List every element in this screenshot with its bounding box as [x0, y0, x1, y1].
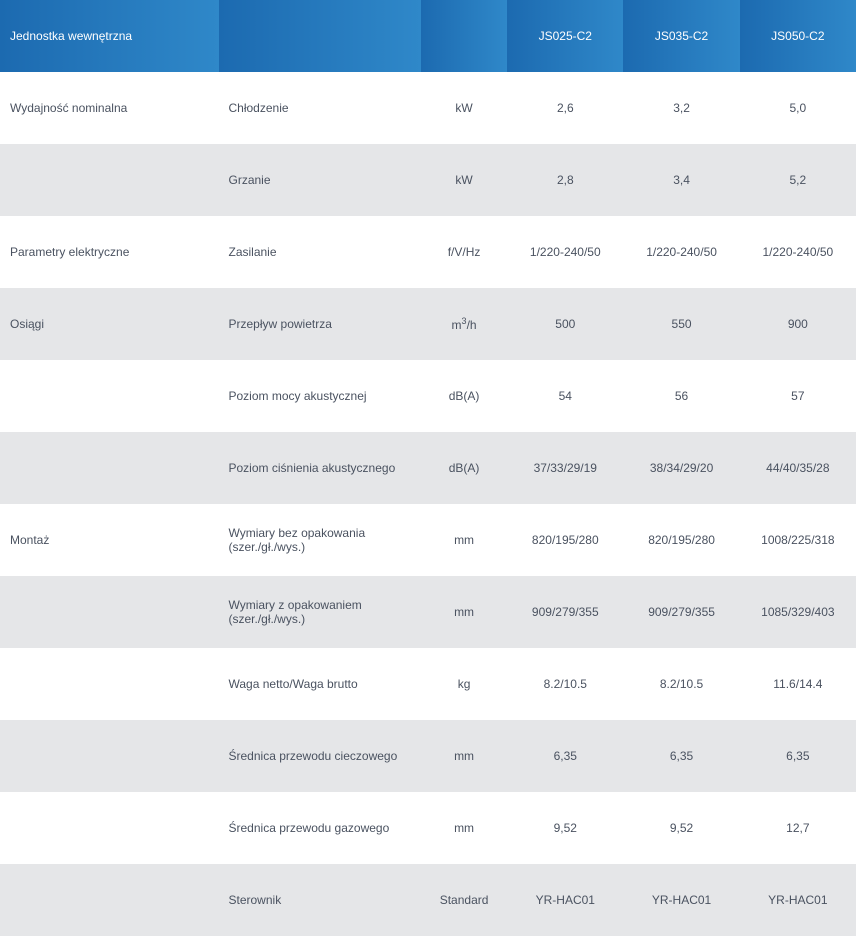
table-row: MontażWymiary bez opakowania (szer./gł./… — [0, 504, 856, 576]
value-cell: 57 — [740, 360, 856, 432]
value-cell: 1/220-240/50 — [507, 216, 623, 288]
table-header-row: Jednostka wewnętrzna JS025-C2 JS035-C2 J… — [0, 0, 856, 72]
value-cell: 1/220-240/50 — [623, 216, 739, 288]
param-cell: Poziom ciśnienia akustycznego — [219, 432, 421, 504]
unit-cell: mm — [421, 720, 507, 792]
value-cell: 820/195/280 — [623, 504, 739, 576]
value-cell: 54 — [507, 360, 623, 432]
value-cell: 550 — [623, 288, 739, 360]
value-cell: 12,7 — [740, 792, 856, 864]
value-cell: 909/279/355 — [507, 576, 623, 648]
table-row: Poziom ciśnienia akustycznegodB(A)37/33/… — [0, 432, 856, 504]
value-cell: 2,6 — [507, 72, 623, 144]
value-cell: 6,35 — [740, 720, 856, 792]
header-blank-unit — [421, 0, 507, 72]
value-cell: YR-HAC01 — [507, 864, 623, 936]
category-cell: Wydajność nominalna — [0, 72, 219, 144]
param-cell: Średnica przewodu gazowego — [219, 792, 421, 864]
value-cell: 37/33/29/19 — [507, 432, 623, 504]
header-title: Jednostka wewnętrzna — [0, 0, 219, 72]
value-cell: 6,35 — [623, 720, 739, 792]
header-model-1: JS035-C2 — [623, 0, 739, 72]
value-cell: 1/220-240/50 — [740, 216, 856, 288]
value-cell: 2,8 — [507, 144, 623, 216]
category-cell — [0, 576, 219, 648]
value-cell: 500 — [507, 288, 623, 360]
unit-cell: mm — [421, 504, 507, 576]
param-cell: Sterownik — [219, 864, 421, 936]
value-cell: 5,0 — [740, 72, 856, 144]
category-cell — [0, 792, 219, 864]
unit-cell: mm — [421, 792, 507, 864]
header-blank-param — [219, 0, 421, 72]
value-cell: 1008/225/318 — [740, 504, 856, 576]
category-cell — [0, 720, 219, 792]
unit-cell: kg — [421, 648, 507, 720]
value-cell: 909/279/355 — [623, 576, 739, 648]
unit-cell: dB(A) — [421, 432, 507, 504]
category-cell — [0, 144, 219, 216]
table-row: Wymiary z opakowaniem (szer./gł./wys.)mm… — [0, 576, 856, 648]
table-row: Wydajność nominalnaChłodzeniekW2,63,25,0 — [0, 72, 856, 144]
value-cell: 1085/329/403 — [740, 576, 856, 648]
value-cell: 900 — [740, 288, 856, 360]
param-cell: Przepływ powietrza — [219, 288, 421, 360]
category-cell — [0, 864, 219, 936]
value-cell: 5,2 — [740, 144, 856, 216]
param-cell: Waga netto/Waga brutto — [219, 648, 421, 720]
param-cell: Grzanie — [219, 144, 421, 216]
category-cell — [0, 648, 219, 720]
table-row: Parametry elektryczneZasilanief/V/Hz1/22… — [0, 216, 856, 288]
table-row: OsiągiPrzepływ powietrzam3/h500550900 — [0, 288, 856, 360]
header-model-2: JS050-C2 — [740, 0, 856, 72]
unit-cell: Standard — [421, 864, 507, 936]
category-cell — [0, 432, 219, 504]
value-cell: 3,2 — [623, 72, 739, 144]
header-model-0: JS025-C2 — [507, 0, 623, 72]
category-cell: Osiągi — [0, 288, 219, 360]
value-cell: YR-HAC01 — [740, 864, 856, 936]
unit-cell: kW — [421, 72, 507, 144]
unit-cell: mm — [421, 576, 507, 648]
value-cell: 9,52 — [507, 792, 623, 864]
unit-cell: dB(A) — [421, 360, 507, 432]
param-cell: Poziom mocy akustycznej — [219, 360, 421, 432]
value-cell: 8.2/10.5 — [623, 648, 739, 720]
value-cell: 3,4 — [623, 144, 739, 216]
table-row: GrzaniekW2,83,45,2 — [0, 144, 856, 216]
category-cell — [0, 360, 219, 432]
spec-table: Jednostka wewnętrzna JS025-C2 JS035-C2 J… — [0, 0, 856, 936]
category-cell: Parametry elektryczne — [0, 216, 219, 288]
param-cell: Wymiary z opakowaniem (szer./gł./wys.) — [219, 576, 421, 648]
unit-cell: kW — [421, 144, 507, 216]
value-cell: 8.2/10.5 — [507, 648, 623, 720]
table-row: Waga netto/Waga bruttokg8.2/10.58.2/10.5… — [0, 648, 856, 720]
param-cell: Średnica przewodu cieczowego — [219, 720, 421, 792]
unit-cell: m3/h — [421, 288, 507, 360]
table-row: Średnica przewodu gazowegomm9,529,5212,7 — [0, 792, 856, 864]
value-cell: 56 — [623, 360, 739, 432]
value-cell: YR-HAC01 — [623, 864, 739, 936]
value-cell: 820/195/280 — [507, 504, 623, 576]
param-cell: Zasilanie — [219, 216, 421, 288]
table-row: SterownikStandardYR-HAC01YR-HAC01YR-HAC0… — [0, 864, 856, 936]
param-cell: Wymiary bez opakowania (szer./gł./wys.) — [219, 504, 421, 576]
value-cell: 6,35 — [507, 720, 623, 792]
value-cell: 38/34/29/20 — [623, 432, 739, 504]
param-cell: Chłodzenie — [219, 72, 421, 144]
table-row: Poziom mocy akustycznejdB(A)545657 — [0, 360, 856, 432]
unit-cell: f/V/Hz — [421, 216, 507, 288]
table-row: Średnica przewodu cieczowegomm6,356,356,… — [0, 720, 856, 792]
value-cell: 9,52 — [623, 792, 739, 864]
value-cell: 11.6/14.4 — [740, 648, 856, 720]
value-cell: 44/40/35/28 — [740, 432, 856, 504]
category-cell: Montaż — [0, 504, 219, 576]
